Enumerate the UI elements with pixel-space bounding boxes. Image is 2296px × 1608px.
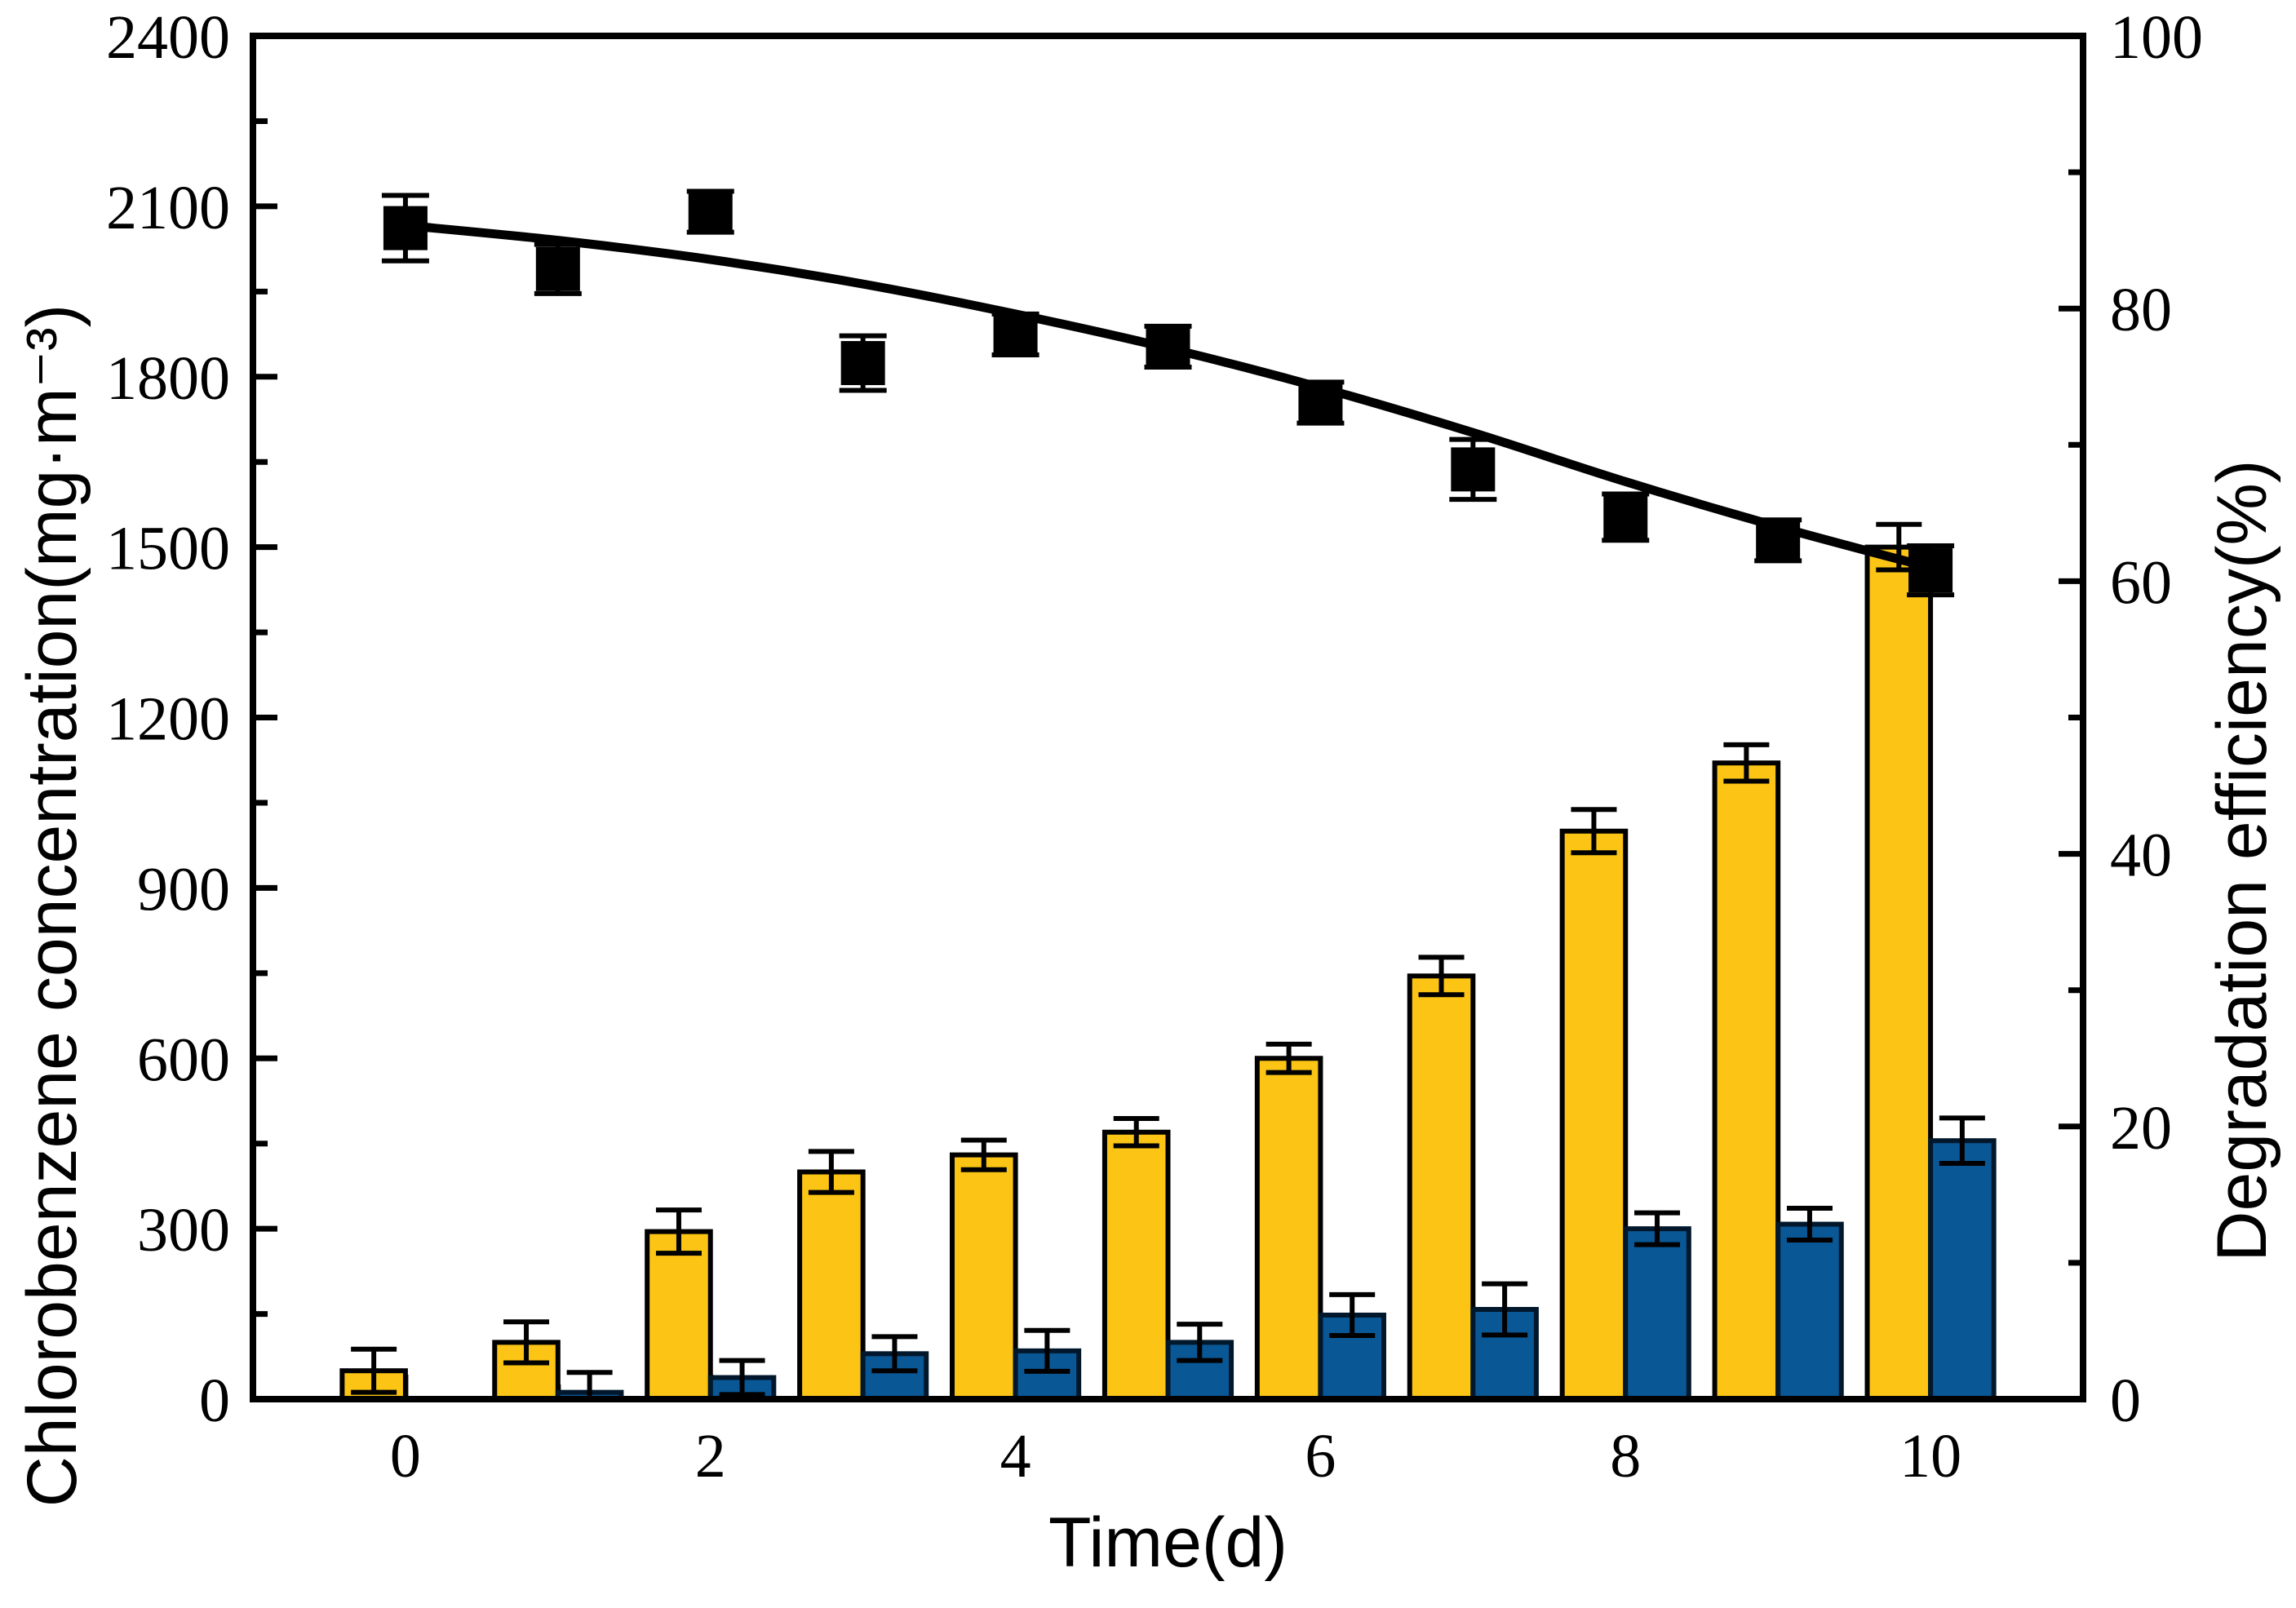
left-axis-tick-label: 1200 — [106, 685, 230, 754]
x-axis-tick-label: 8 — [1610, 1422, 1641, 1491]
degradation-efficiency-points-marker-day-3 — [840, 341, 885, 386]
outlet-chlorobenzene-concentration-bars-day-10 — [1928, 1138, 1997, 1402]
left-axis-tick-label: 600 — [137, 1025, 230, 1094]
left-axis-tick-label: 0 — [199, 1367, 230, 1435]
outlet-chlorobenzene-concentration-bars — [555, 1115, 1997, 1402]
inlet-chlorobenzene-concentration-bars-error-day-6 — [1265, 1041, 1312, 1075]
outlet-chlorobenzene-concentration-bars-error-day-4 — [1024, 1327, 1070, 1374]
inlet-chlorobenzene-concentration-bars-day-2 — [645, 1229, 713, 1402]
outlet-chlorobenzene-concentration-bars-error-day-10 — [1939, 1115, 1985, 1167]
left-axis-tick-label: 2400 — [106, 3, 230, 72]
outlet-chlorobenzene-concentration-bars-error-day-8 — [1634, 1210, 1681, 1247]
right-axis-tick-label: 100 — [2110, 3, 2203, 72]
x-axis-title: Time(d) — [1048, 1504, 1288, 1582]
inlet-chlorobenzene-concentration-bars-day-9 — [1712, 760, 1781, 1402]
degradation-efficiency-points-marker-day-8 — [1603, 494, 1648, 539]
outlet-chlorobenzene-concentration-bars-error-day-9 — [1786, 1206, 1833, 1243]
degradation-efficiency-points-marker-day-4 — [993, 312, 1038, 357]
right-axis-tick-label: 0 — [2110, 1367, 2141, 1435]
degradation-efficiency-points-marker-day-6 — [1298, 380, 1343, 425]
degradation-efficiency-points-marker-day-9 — [1756, 518, 1801, 563]
inlet-chlorobenzene-concentration-bars-error-day-2 — [655, 1207, 702, 1256]
degradation-efficiency-points-marker-day-10 — [1908, 548, 1953, 593]
y-axis-ticks — [253, 33, 2083, 1402]
inlet-chlorobenzene-concentration-bars-day-8 — [1559, 828, 1629, 1402]
left-axis-tick-label: 1500 — [106, 515, 230, 583]
outlet-chlorobenzene-concentration-bars-error-day-5 — [1177, 1322, 1223, 1363]
inlet-chlorobenzene-concentration-bars-error-day-9 — [1723, 742, 1770, 784]
inlet-chlorobenzene-concentration-bars-day-6 — [1254, 1056, 1323, 1402]
left-axis-tick-label: 2100 — [106, 174, 230, 242]
degradation-efficiency-points — [381, 188, 1955, 598]
outlet-chlorobenzene-concentration-bars-error-day-2 — [719, 1358, 765, 1398]
right-axis-tick-label: 80 — [2110, 276, 2172, 344]
right-axis-tick-label: 60 — [2110, 548, 2172, 617]
inlet-chlorobenzene-concentration-bars-error-day-1 — [503, 1319, 550, 1366]
inlet-chlorobenzene-concentration-bars-error-day-0 — [351, 1346, 397, 1395]
right-axis-tick-label: 40 — [2110, 822, 2172, 890]
left-axis-tick-label: 300 — [137, 1196, 230, 1265]
inlet-chlorobenzene-concentration-bars-day-3 — [797, 1169, 866, 1402]
degradation-efficiency-points-marker-day-2 — [688, 189, 733, 234]
right-axis-title: Degradation efficiency(%) — [2203, 459, 2281, 1262]
right-axis-tick-label: 20 — [2110, 1094, 2172, 1163]
degradation-efficiency-points-marker-day-5 — [1146, 324, 1190, 369]
x-axis-tick-label: 6 — [1305, 1422, 1336, 1491]
x-axis-tick-label: 10 — [1899, 1422, 1961, 1491]
x-axis-tick-label: 4 — [1000, 1422, 1031, 1491]
outlet-chlorobenzene-concentration-bars-error-day-7 — [1482, 1281, 1528, 1338]
inlet-chlorobenzene-concentration-bars-day-4 — [950, 1152, 1018, 1402]
left-axis-tick-label: 1800 — [106, 344, 230, 413]
degradation-efficiency-trend-line — [401, 220, 1935, 573]
inlet-chlorobenzene-concentration-bars-error-day-8 — [1571, 807, 1617, 856]
left-axis-title: Chlorobenzene concentration(mg·m⁻³) — [13, 303, 91, 1508]
degradation-efficiency-points-marker-day-0 — [383, 206, 428, 250]
inlet-chlorobenzene-concentration-bars-day-5 — [1101, 1129, 1171, 1402]
inlet-chlorobenzene-concentration-bars-day-10 — [1864, 544, 1934, 1402]
inlet-chlorobenzene-concentration-bars-error-day-5 — [1113, 1116, 1159, 1149]
inlet-chlorobenzene-concentration-bars — [339, 521, 1934, 1402]
degradation-efficiency-points-marker-day-7 — [1451, 447, 1496, 492]
outlet-chlorobenzene-concentration-bars-error-day-6 — [1329, 1291, 1376, 1339]
outlet-chlorobenzene-concentration-bars-day-9 — [1775, 1221, 1844, 1402]
plot-area: 0300600900120015001800210024000204060801… — [106, 3, 2203, 1491]
inlet-chlorobenzene-concentration-bars-error-day-3 — [808, 1149, 854, 1195]
inlet-chlorobenzene-concentration-bars-error-day-7 — [1418, 955, 1465, 998]
x-axis-tick-label: 2 — [695, 1422, 726, 1491]
left-axis-tick-label: 900 — [137, 855, 230, 924]
inlet-chlorobenzene-concentration-bars-error-day-4 — [960, 1137, 1007, 1172]
degradation-efficiency-points-marker-day-1 — [535, 246, 580, 291]
outlet-chlorobenzene-concentration-bars-day-8 — [1623, 1226, 1691, 1402]
outlet-chlorobenzene-concentration-bars-error-day-3 — [871, 1334, 918, 1374]
inlet-chlorobenzene-concentration-bars-day-7 — [1407, 973, 1476, 1402]
x-axis-tick-label: 0 — [390, 1422, 421, 1491]
